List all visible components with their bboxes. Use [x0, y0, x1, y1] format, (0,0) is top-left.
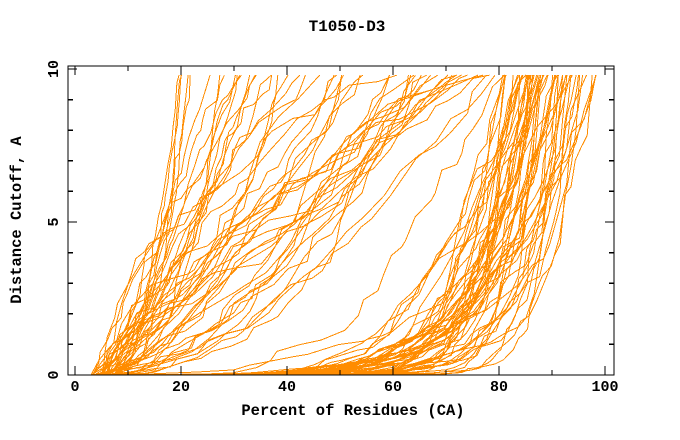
model-curve [93, 75, 221, 376]
model-curve [110, 74, 427, 376]
model-curve [90, 74, 439, 376]
model-curve [94, 75, 572, 376]
curves-layer [90, 74, 597, 376]
model-curve [111, 74, 241, 376]
model-curve [93, 74, 479, 376]
model-curve [104, 74, 301, 376]
model-curve [102, 75, 568, 376]
y-tick-label: 0 [46, 370, 63, 379]
model-curve [101, 74, 364, 376]
tick-labels: 0 20 40 60 80 100 0 5 10 [46, 60, 619, 396]
y-axis-label: Distance Cutoff, A [8, 136, 26, 304]
model-curve [102, 74, 535, 376]
model-curve [107, 75, 532, 376]
model-curve [94, 74, 490, 376]
model-curve [92, 74, 257, 376]
model-curve [106, 74, 524, 376]
model-curve [110, 75, 182, 376]
model-curve [110, 74, 344, 376]
plot-border [67, 65, 615, 376]
model-curve [98, 74, 468, 376]
model-curve [98, 74, 507, 376]
model-curve [99, 74, 518, 376]
model-curve [92, 75, 531, 376]
model-curve [95, 75, 343, 376]
model-curve [104, 74, 335, 376]
x-tick-label: 80 [490, 379, 508, 396]
model-curve [105, 74, 338, 376]
model-curve [106, 75, 527, 376]
x-tick-label: 40 [278, 379, 296, 396]
model-curve [99, 75, 507, 376]
model-curve [105, 74, 484, 376]
x-tick-label: 60 [384, 379, 402, 396]
model-curve [94, 74, 457, 376]
model-curve [107, 74, 587, 376]
model-curve [109, 74, 571, 376]
model-curve [105, 75, 273, 376]
model-curve [108, 74, 251, 376]
model-curve [103, 74, 211, 376]
model-curve [105, 74, 549, 376]
model-curve [108, 75, 191, 376]
model-curve [100, 74, 242, 376]
model-curve [98, 75, 409, 376]
y-tick-label: 10 [46, 60, 63, 78]
x-tick-label: 100 [591, 379, 618, 396]
model-curve [102, 74, 397, 376]
model-curve [105, 74, 496, 376]
plot-frame [67, 65, 615, 376]
model-curve [107, 74, 538, 376]
model-curve [111, 74, 505, 376]
model-curve [92, 75, 279, 376]
model-curve [94, 74, 453, 376]
model-curve [98, 74, 391, 376]
model-curve [105, 75, 528, 376]
model-curve [108, 74, 431, 376]
model-curve [104, 74, 412, 376]
x-tick-label: 20 [172, 379, 190, 396]
x-tick-label: 0 [70, 379, 79, 396]
model-curve [106, 74, 321, 376]
x-axis-label: Percent of Residues (CA) [241, 402, 464, 420]
chart-title: T1050-D3 [309, 18, 386, 36]
model-curve [92, 75, 189, 376]
y-tick-label: 5 [46, 217, 63, 226]
model-curve [95, 74, 487, 376]
